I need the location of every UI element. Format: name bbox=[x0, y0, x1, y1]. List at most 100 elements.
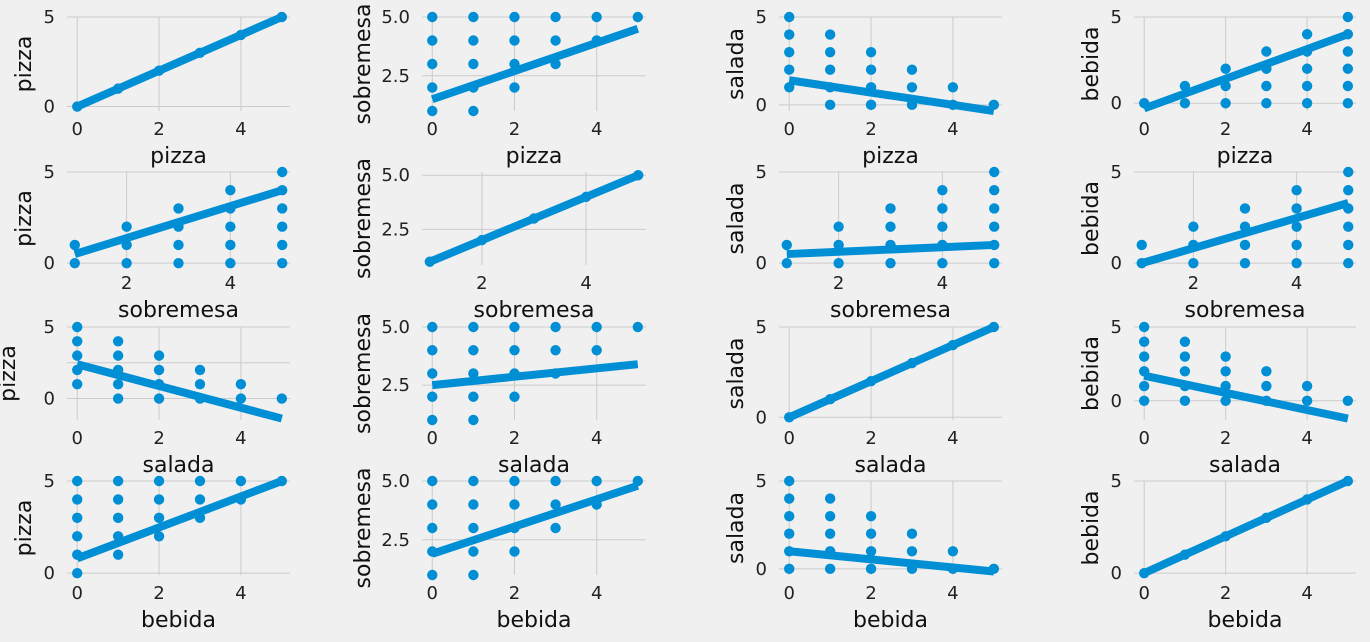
fit-line bbox=[431, 481, 640, 558]
data-point bbox=[509, 499, 520, 510]
data-point bbox=[1342, 98, 1354, 109]
data-point bbox=[153, 364, 165, 376]
data-point bbox=[112, 350, 124, 361]
y-axis-label: sobremesa bbox=[351, 468, 376, 589]
fit-line bbox=[788, 76, 995, 115]
data-point bbox=[72, 336, 83, 347]
data-point bbox=[1261, 46, 1272, 57]
data-point bbox=[468, 391, 479, 402]
data-point bbox=[1301, 395, 1313, 407]
y-tick-label: 5 bbox=[756, 7, 767, 28]
data-point bbox=[1291, 239, 1302, 251]
data-point bbox=[225, 239, 236, 251]
data-point bbox=[427, 368, 438, 379]
x-axis-label: salada bbox=[855, 453, 927, 478]
scatter-panel-bebida-vs-bebida: 0 2 4 0 5 bebida bebida bbox=[1079, 471, 1356, 633]
fit-line bbox=[1140, 199, 1350, 268]
x-tick-label: 4 bbox=[947, 583, 958, 604]
data-point bbox=[1342, 46, 1354, 57]
data-point bbox=[468, 321, 479, 333]
y-tick-label: 5 bbox=[1111, 471, 1122, 492]
x-tick-label: 2 bbox=[1188, 273, 1199, 294]
x-tick-label: 4 bbox=[1301, 583, 1312, 604]
data-point bbox=[427, 82, 438, 93]
data-point bbox=[173, 239, 184, 251]
data-point bbox=[937, 185, 948, 196]
data-point bbox=[153, 475, 165, 487]
data-point bbox=[833, 239, 844, 251]
y-tick-label: 5 bbox=[44, 317, 55, 338]
scatter-panel-sobremesa-vs-bebida: 0 2 4 2.5 5.0 bebida sobremesa bbox=[351, 468, 646, 633]
data-point bbox=[427, 522, 438, 534]
data-point bbox=[427, 345, 438, 356]
y-axis-label: bebida bbox=[1079, 181, 1104, 256]
data-point bbox=[194, 379, 206, 390]
data-point bbox=[1179, 351, 1191, 362]
data-point bbox=[1220, 351, 1231, 362]
data-point bbox=[1261, 80, 1272, 92]
data-point bbox=[1342, 80, 1354, 92]
data-point bbox=[69, 257, 80, 269]
data-point bbox=[1343, 185, 1354, 196]
fit-line bbox=[786, 240, 995, 259]
data-point bbox=[906, 546, 918, 557]
data-point bbox=[781, 239, 792, 251]
y-tick-label: 5.0 bbox=[381, 165, 410, 186]
data-points bbox=[427, 321, 643, 426]
data-point bbox=[865, 563, 877, 575]
data-point bbox=[1138, 395, 1150, 407]
data-point bbox=[632, 11, 643, 23]
data-point bbox=[784, 46, 795, 58]
scatter-panel-salada-vs-pizza: 0 2 4 0 5 pizza salada bbox=[724, 7, 1002, 169]
x-tick-label: 2 bbox=[153, 583, 164, 604]
data-point bbox=[781, 257, 792, 269]
data-point bbox=[1343, 166, 1354, 178]
data-point bbox=[947, 82, 959, 93]
data-point bbox=[824, 528, 836, 539]
data-point bbox=[509, 546, 520, 557]
data-point bbox=[865, 64, 877, 75]
data-point bbox=[784, 563, 795, 575]
data-point bbox=[1220, 366, 1231, 377]
data-point bbox=[784, 493, 795, 504]
data-point bbox=[72, 321, 83, 333]
y-tick-label: 5 bbox=[756, 162, 767, 183]
data-point bbox=[509, 11, 520, 23]
y-tick-label: 5.0 bbox=[381, 317, 410, 338]
x-tick-label: 4 bbox=[947, 119, 958, 140]
data-point bbox=[509, 321, 520, 333]
data-point bbox=[865, 546, 877, 557]
data-point bbox=[112, 393, 124, 404]
data-point bbox=[509, 391, 520, 402]
data-point bbox=[824, 510, 836, 522]
x-tick-label: 4 bbox=[591, 119, 602, 140]
data-point bbox=[1291, 185, 1302, 196]
y-tick-label: 5.0 bbox=[381, 471, 410, 492]
data-point bbox=[112, 512, 124, 524]
y-tick-label: 0 bbox=[44, 253, 55, 274]
data-point bbox=[427, 35, 438, 46]
data-points bbox=[1136, 166, 1354, 269]
data-point bbox=[225, 257, 236, 269]
x-tick-label: 2 bbox=[509, 428, 520, 449]
data-points bbox=[781, 166, 1000, 269]
x-tick-label: 4 bbox=[947, 428, 958, 449]
data-point bbox=[112, 475, 124, 487]
scatter-panel-bebida-vs-sobremesa: 2 4 0 5 sobremesa bebida bbox=[1079, 162, 1356, 323]
data-point bbox=[225, 221, 236, 232]
data-point bbox=[591, 321, 602, 333]
scatter-panel-sobremesa-vs-pizza: 0 2 4 2.5 5.0 pizza sobremesa bbox=[351, 4, 646, 169]
data-point bbox=[468, 58, 479, 70]
data-point bbox=[989, 166, 1000, 178]
x-tick-label: 4 bbox=[1301, 119, 1312, 140]
data-point bbox=[277, 221, 288, 232]
data-point bbox=[824, 99, 836, 111]
data-point bbox=[427, 321, 438, 333]
x-tick-label: 0 bbox=[72, 119, 83, 140]
y-axis-label: sobremesa bbox=[351, 313, 376, 434]
data-point bbox=[550, 35, 561, 46]
data-point bbox=[509, 345, 520, 356]
data-point bbox=[1301, 29, 1313, 40]
data-point bbox=[72, 494, 83, 505]
